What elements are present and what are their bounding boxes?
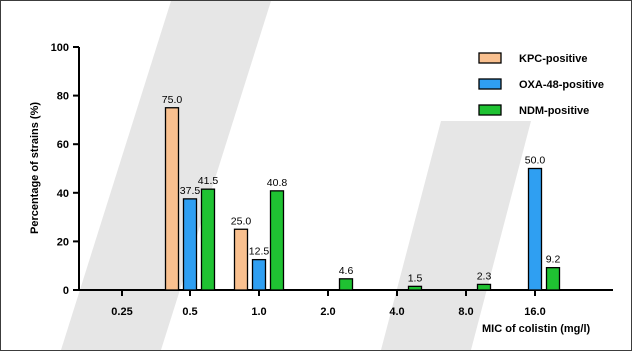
y-axis-title: Percentage of strains (%) [29,102,41,234]
bar-ndm-positive [338,278,354,291]
bar-ndm-positive [269,190,285,291]
legend-swatch [478,104,502,116]
y-tick-label: 100 [51,42,69,54]
data-label: 4.6 [339,265,354,277]
x-tick-label: 0.25 [111,306,132,318]
data-label: 41.5 [198,175,219,187]
x-tick-label: 1.0 [251,306,266,318]
y-tick-label: 0 [63,285,69,297]
data-label: 2.3 [477,270,492,282]
bar-oxa-48-positive [251,258,267,291]
x-tick-label: 0.5 [182,306,197,318]
data-label: 1.5 [408,272,423,284]
legend: KPC-positive OXA-48-positive NDM-positive [478,52,604,117]
legend-label: NDM-positive [519,105,589,117]
data-label: 50.0 [525,155,546,167]
x-tick-label: 16.0 [524,306,545,318]
bar-ndm-positive [200,188,216,291]
data-label: 75.0 [162,94,183,106]
data-label: 9.2 [546,254,561,266]
y-tick-label: 20 [57,236,69,248]
bar-oxa-48-positive [182,198,198,291]
data-label: 37.5 [180,185,201,197]
x-tick-label: 4.0 [389,306,404,318]
bar-kpc-positive [233,228,249,291]
y-tick-label: 40 [57,188,69,200]
x-axis-title: MIC of colistin (mg/l) [482,323,590,335]
data-label: 25.0 [231,215,252,227]
bar-ndm-positive [476,283,492,291]
watermark [61,1,531,350]
data-label: 12.5 [249,246,270,258]
legend-label: KPC-positive [519,53,587,65]
bar-oxa-48-positive [527,167,543,291]
bar-ndm-positive [407,285,423,291]
data-label: 40.8 [267,177,288,189]
x-tick-label: 8.0 [458,306,473,318]
y-tick-label: 60 [57,139,69,151]
legend-swatch [478,52,502,64]
legend-swatch [478,78,502,90]
bar-kpc-positive [164,107,180,291]
x-tick-label: 2.0 [320,306,335,318]
bar-ndm-positive [545,266,561,291]
plot-area: 0 20 40 60 80 100 0.25 0.5 1.0 2.0 4.0 8.0 16.0 75.… [51,42,613,318]
legend-label: OXA-48-positive [519,79,604,91]
y-tick-label: 80 [57,91,69,103]
